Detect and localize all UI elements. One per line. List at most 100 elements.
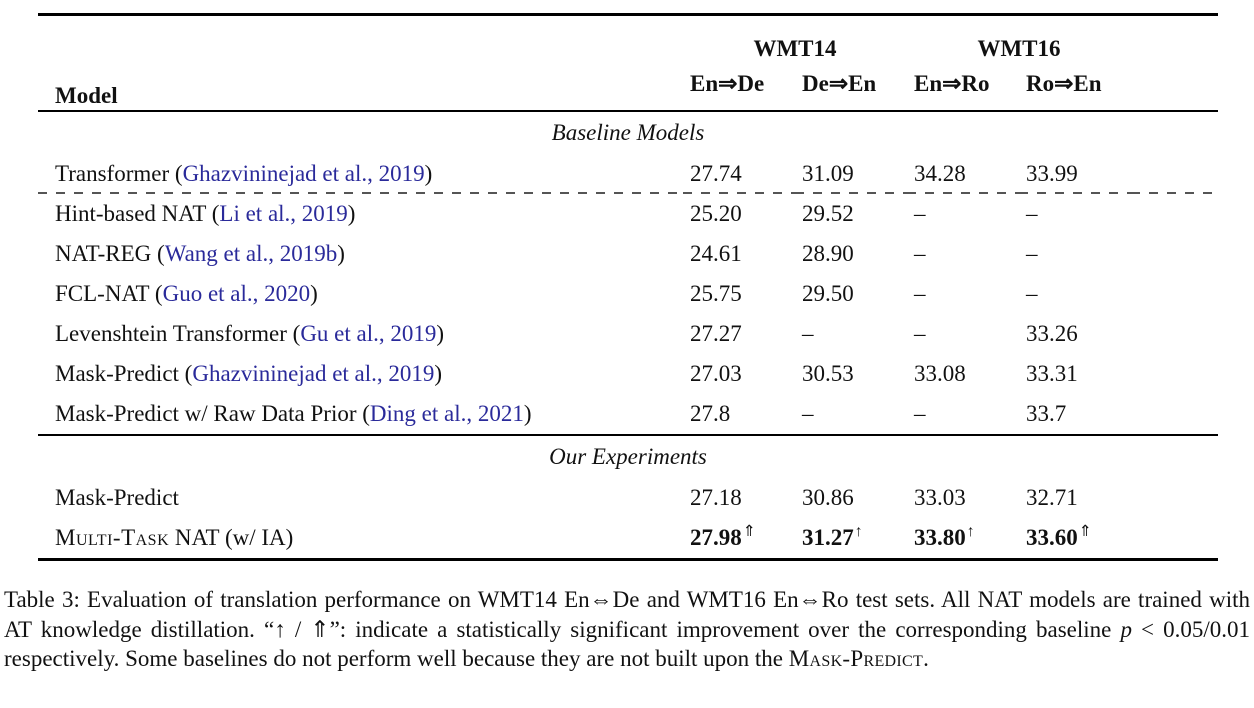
column-header-ro-en: Ro⇒En [1026,71,1102,96]
value-cell: 29.52 [795,194,907,234]
table-row: FCL-NAT (Guo et al., 2020) 25.75 29.50 – – [38,274,1218,314]
citation-link[interactable]: Wang et al., 2019b [164,241,338,266]
score-value: 33.08 [914,361,966,386]
row-filler [1131,194,1218,234]
table-row: NAT-REG (Wang et al., 2019b) 24.61 28.90 – – [38,234,1218,274]
group-header-wmt16: WMT16 [977,36,1061,61]
column-header-en-de: En⇒De [690,71,765,96]
value-cell: 25.20 [683,194,795,234]
value-cell: 30.53 [795,354,907,394]
model-cell: NAT-REG (Wang et al., 2019b) [55,241,345,266]
table-row: Mask-Predict (Ghazvininejad et al., 2019… [38,354,1218,394]
value-cell: – [907,394,1019,435]
value-cell: 27.03 [683,354,795,394]
value-cell: 33.99 [1019,154,1131,194]
group-header-row: Model WMT14 WMT16 [38,15,1218,108]
model-cell: Hint-based NAT (Li et al., 2019) [55,201,356,226]
score-value: 31.27 [802,525,854,550]
score-value: 33.31 [1026,361,1078,386]
table-row: Transformer (Ghazvininejad et al., 2019)… [38,154,1218,194]
score-value: 33.60 [1026,525,1078,550]
caption-segment: p [1120,616,1132,642]
row-filler [1131,154,1218,194]
model-cell: Multi-Task NAT (w/ IA) [55,525,294,550]
citation-link[interactable]: Ghazvininejad et al., 2019 [182,161,425,186]
value-cell: 27.27 [683,314,795,354]
section-title: Baseline Models [551,120,705,145]
score-value: 33.7 [1026,401,1067,426]
score-value: – [914,241,926,266]
model-cell: Transformer (Ghazvininejad et al., 2019) [38,154,683,194]
score-value: 33.03 [914,485,966,510]
score-value: 31.09 [802,161,854,186]
value-cell: – [907,314,1019,354]
value-cell: 34.28 [907,154,1019,194]
score-value: 34.28 [914,161,966,186]
value-cell: – [907,234,1019,274]
model-cell: Mask-Predict [55,485,179,510]
value-cell: 27.18 [683,478,795,518]
score-value: – [1026,281,1038,306]
score-value: 30.53 [802,361,854,386]
citation-link[interactable]: Ding et al., 2021 [369,401,524,426]
score-value: 29.50 [802,281,854,306]
significance-arrow-icon: ↑ [966,523,975,541]
score-value: 24.61 [690,241,742,266]
results-table-body: Baseline Models Transformer (Ghazvinineja… [38,111,1218,560]
score-value: – [914,401,926,426]
caption-segment: Table 3: Evaluation of translation perfo… [4,587,1250,642]
row-filler [1131,478,1218,518]
citation-link[interactable]: Gu et al., 2019 [300,321,437,346]
caption-segment: < 0.05/0.01 respectively. Some baselines… [4,616,1250,672]
score-value: 25.20 [690,201,742,226]
model-cell: Mask-Predict w/ Raw Data Prior (Ding et … [55,401,532,426]
citation-link[interactable]: Li et al., 2019 [219,201,348,226]
row-filler [1131,274,1218,314]
row-filler [1131,354,1218,394]
score-value: – [914,201,926,226]
model-cell: FCL-NAT (Guo et al., 2020) [55,281,318,306]
model-column-header: Model [55,83,118,108]
value-cell: – [795,314,907,354]
score-value: 33.99 [1026,161,1078,186]
score-value: 28.90 [802,241,854,266]
score-value: – [802,321,814,346]
row-filler [1131,394,1218,435]
row-filler [1131,518,1218,560]
value-cell: 29.50 [795,274,907,314]
value-cell: 33.80↑ [907,518,1019,560]
score-value: 27.27 [690,321,742,346]
score-value: 27.98 [690,525,742,550]
column-header-row: En⇒De De⇒En En⇒Ro Ro⇒En [38,63,1218,111]
table-row: Hint-based NAT (Li et al., 2019) 25.20 29.… [38,194,1218,234]
score-value: – [914,281,926,306]
citation-link[interactable]: Guo et al., 2020 [162,281,311,306]
caption-segment: Mask-Predict [788,646,924,671]
score-value: – [914,321,926,346]
score-value: 27.74 [690,161,742,186]
results-table: Model WMT14 WMT16 En⇒De De⇒En En⇒Ro Ro⇒E… [38,13,1218,561]
significance-arrow-icon: ⇑ [1078,523,1092,541]
value-cell: 32.71 [1019,478,1131,518]
citation-link[interactable]: Ghazvininejad et al., 2019 [192,361,435,386]
score-value: 32.71 [1026,485,1078,510]
table-row: Levenshtein Transformer (Gu et al., 2019… [38,314,1218,354]
score-value: 33.80 [914,525,966,550]
score-value: 29.52 [802,201,854,226]
value-cell: 31.27↑ [795,518,907,560]
model-cell: Mask-Predict (Ghazvininejad et al., 2019… [55,361,443,386]
value-cell: 33.03 [907,478,1019,518]
table-row: Mask-Predict w/ Raw Data Prior (Ding et … [38,394,1218,435]
value-cell: – [907,274,1019,314]
table-header: Model WMT14 WMT16 En⇒De De⇒En En⇒Ro Ro⇒E… [38,15,1218,111]
value-cell: 33.7 [1019,394,1131,435]
value-cell: 27.98⇑ [683,518,795,560]
header-filler [1131,15,1218,112]
score-value: 27.03 [690,361,742,386]
table-caption: Table 3: Evaluation of translation perfo… [4,585,1250,674]
caption-segment: . [923,646,929,671]
score-value: – [1026,201,1038,226]
value-cell: 33.31 [1019,354,1131,394]
column-header-de-en: De⇒En [802,71,877,96]
